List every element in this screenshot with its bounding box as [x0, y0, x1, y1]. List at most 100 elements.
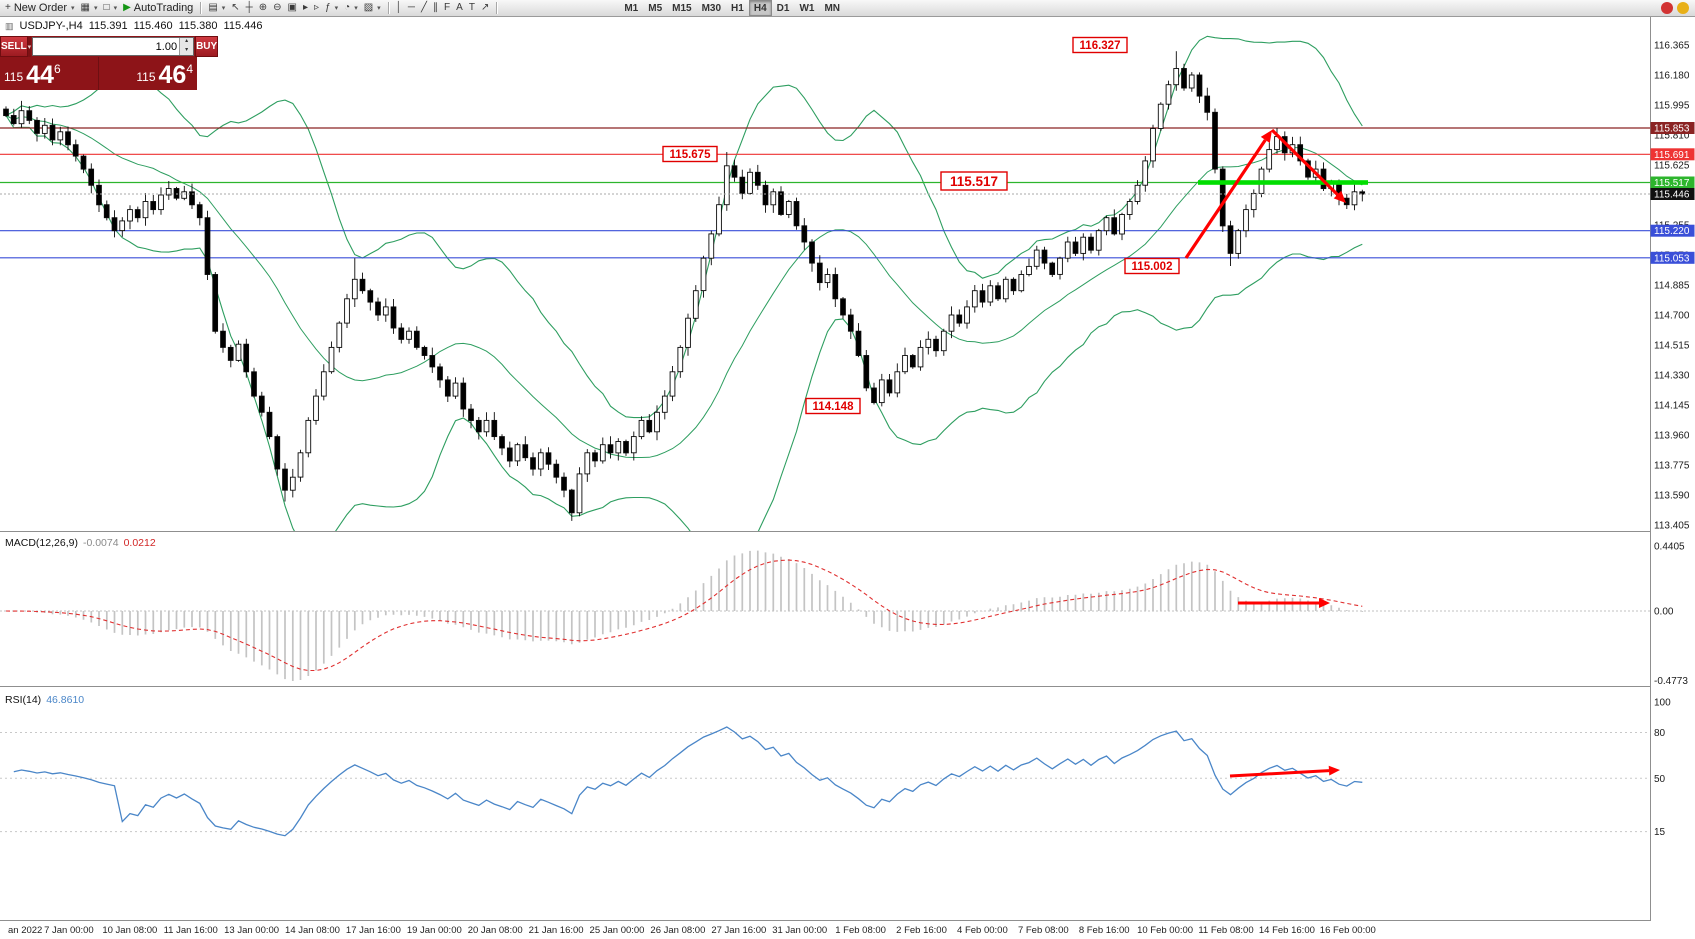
crosshair-icon[interactable]: ┼ — [243, 1, 256, 16]
time-axis-label: 17 Jan 16:00 — [346, 925, 401, 936]
svg-text:116.365: 116.365 — [1654, 41, 1690, 52]
time-axis-label: 11 Jan 16:00 — [164, 925, 218, 936]
timeframe-m15-button[interactable]: M15 — [672, 2, 692, 14]
price-annotation[interactable]: 115.675 — [662, 145, 718, 163]
chevron-down-icon: ▾ — [334, 5, 339, 12]
crosshair-icon-glyph: ┼ — [245, 2, 253, 13]
chart-shift-icon-glyph: ▹ — [314, 2, 320, 13]
chevron-down-icon: ▾ — [354, 5, 358, 12]
trendline-icon[interactable]: ╱ — [418, 1, 430, 16]
zoom-out-icon[interactable]: ⊖ — [270, 1, 284, 16]
timeframe-m1-button[interactable]: M1 — [624, 2, 639, 14]
text-icon-glyph: A — [456, 2, 463, 13]
chart-shift-icon[interactable]: ▹ — [311, 1, 322, 16]
price-annotation[interactable]: 115.002 — [1124, 257, 1180, 275]
vertical-line-icon-glyph: │ — [395, 2, 402, 13]
community-icon[interactable] — [1677, 2, 1689, 14]
timeframe-h4-button[interactable]: H4 — [748, 0, 772, 16]
new-chart-icon[interactable]: ▤ ▾ — [205, 1, 228, 16]
macd-panel — [0, 550, 1650, 681]
ask-quote[interactable]: 115 46 4 — [99, 57, 197, 90]
volume-increase-icon[interactable]: ▴ — [180, 38, 194, 47]
sell-button[interactable]: SELL — [0, 36, 28, 57]
price-axis[interactable] — [1650, 17, 1695, 939]
bid-quote[interactable]: 115 44 6 — [0, 57, 98, 90]
equidistant-channel-icon[interactable]: ∥ — [430, 1, 441, 16]
bollinger-lower-band — [5, 115, 1363, 531]
svg-text:115.446: 115.446 — [1654, 190, 1690, 201]
new-order-glyph: + — [5, 2, 11, 13]
ask-prefix: 115 — [136, 70, 156, 84]
rsi-panel — [0, 726, 1650, 837]
arrows-icon-glyph: ↗ — [480, 2, 490, 13]
timeframe-h1-button[interactable]: H1 — [731, 2, 744, 14]
volume-decrease-icon[interactable]: ▾ — [180, 46, 194, 55]
thick-green-trendline[interactable] — [1198, 180, 1368, 185]
svg-text:113.590: 113.590 — [1654, 491, 1690, 502]
templates-icon-glyph: ▨ — [363, 2, 374, 13]
cursor-icon-glyph: ↖ — [231, 2, 240, 13]
svg-text:100: 100 — [1654, 698, 1671, 709]
alert-icon[interactable] — [1661, 2, 1673, 14]
svg-text:114.148: 114.148 — [813, 401, 855, 413]
bollinger-middle-band — [5, 115, 1363, 458]
price-tag: 115.853 — [1650, 122, 1695, 135]
time-axis-label: 14 Feb 16:00 — [1259, 925, 1315, 936]
text-label-icon[interactable]: T — [466, 1, 478, 16]
bid-main: 44 — [26, 61, 54, 89]
price-annotation[interactable]: 115.517 — [940, 171, 1008, 191]
tile-windows-icon[interactable]: ▣ — [285, 1, 300, 16]
svg-text:116.180: 116.180 — [1654, 71, 1690, 82]
ohlc-close: 115.446 — [223, 20, 263, 32]
volume-field-wrap: ▴ ▾ — [32, 37, 195, 56]
timeframe-w1-button[interactable]: W1 — [799, 2, 815, 14]
profiles-icon[interactable]: □ ▾ — [101, 1, 121, 16]
text-icon[interactable]: A — [453, 1, 466, 16]
macd-histogram — [12, 550, 1364, 681]
vertical-line-icon[interactable]: │ — [393, 1, 405, 16]
time-axis-label: 31 Jan 00:00 — [772, 925, 827, 936]
chart-icon: ▥ — [5, 20, 14, 31]
macd-signal-value: 0.0212 — [123, 537, 156, 549]
svg-text:115.002: 115.002 — [1132, 261, 1173, 273]
price-tag: 115.053 — [1650, 251, 1695, 264]
chevron-down-icon: ▾ — [221, 5, 226, 12]
chart-windows-icon-glyph: ▦ — [80, 2, 90, 13]
volume-dropdown-caret-icon[interactable]: ▾ — [27, 36, 32, 57]
text-label-icon-glyph: T — [468, 2, 475, 13]
indicators-list-icon[interactable]: ƒ ▾ — [322, 1, 341, 16]
chevron-down-icon: ▾ — [94, 5, 98, 12]
cursor-icon[interactable]: ↖ — [228, 1, 242, 16]
timeframe-d1-button[interactable]: D1 — [776, 2, 790, 14]
volume-input[interactable] — [33, 38, 180, 55]
toolbar-separator — [200, 2, 202, 14]
chart-windows-icon[interactable]: ▦ ▾ — [78, 1, 101, 16]
arrows-icon[interactable]: ↗ — [478, 1, 492, 16]
profiles-icon-glyph: □ — [103, 2, 110, 13]
timeframe-m5-button[interactable]: M5 — [648, 2, 663, 14]
svg-text:-0.4773: -0.4773 — [1654, 676, 1688, 687]
buy-button[interactable]: BUY — [195, 36, 219, 57]
new-order-button[interactable]: + New Order ▾ — [2, 1, 78, 16]
toolbar-right-icons — [1661, 2, 1689, 14]
price-annotation[interactable]: 116.327 — [1072, 36, 1128, 54]
auto-scroll-icon[interactable]: ▸ — [300, 1, 311, 16]
time-axis-label: 20 Jan 08:00 — [468, 925, 523, 936]
fibonacci-icon[interactable]: F — [441, 1, 453, 16]
time-axis-label: 13 Jan 00:00 — [224, 925, 279, 936]
timeframe-mn-button[interactable]: MN — [824, 2, 840, 14]
rsi-line — [13, 726, 1363, 837]
templates-icon[interactable]: ▨ ▾ — [361, 1, 384, 16]
current-price-tag: 115.446 — [1650, 188, 1695, 201]
auto-scroll-icon-glyph: ▸ — [303, 2, 309, 13]
periods-icon[interactable]: ◔ ▾ — [341, 1, 361, 16]
macd-main-value: -0.0074 — [82, 537, 119, 549]
zoom-in-icon[interactable]: ⊕ — [256, 1, 270, 16]
autotrading-button[interactable]: ▶ AutoTrading — [120, 1, 196, 16]
timeframe-m30-button[interactable]: M30 — [701, 2, 722, 14]
svg-text:115.675: 115.675 — [670, 149, 712, 161]
horizontal-line-icon[interactable]: ─ — [405, 1, 418, 16]
price-annotation[interactable]: 114.148 — [805, 397, 861, 415]
time-axis-label: 4 Feb 00:00 — [957, 925, 1008, 936]
